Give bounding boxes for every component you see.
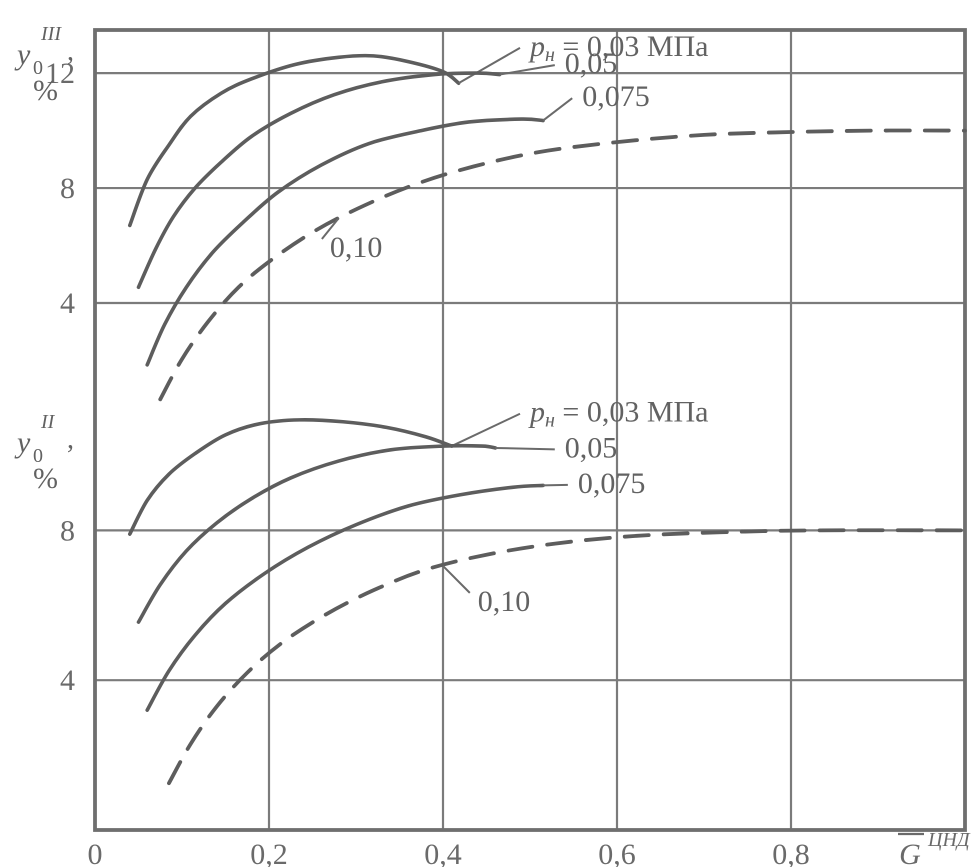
x-tick-label: 0: [88, 838, 103, 867]
y-axis-title-sup: III: [40, 23, 62, 45]
y-tick-label: 8: [60, 514, 75, 547]
y-axis-title-unit: %: [33, 462, 58, 495]
series-label: 0,075: [578, 467, 646, 500]
x-axis-title: G: [899, 838, 921, 867]
chart-svg: 00,20,40,60,8GЦНД4812y0III,%48y0II,%pн =…: [0, 0, 979, 867]
chart-container: 00,20,40,60,8GЦНД4812y0III,%48y0II,%pн =…: [0, 0, 979, 867]
series-label-full: pн = 0,03 МПа: [528, 30, 709, 66]
y-axis-title-main: y: [14, 426, 31, 459]
series-label-full: pн = 0,03 МПа: [528, 396, 709, 432]
series-label: 0,05: [565, 47, 618, 80]
x-tick-label: 0,4: [424, 838, 462, 867]
series-label: 0,05: [565, 431, 618, 464]
y-tick-label: 8: [60, 172, 75, 205]
y-axis-title-comma: ,: [67, 36, 74, 67]
y-tick-label: 4: [60, 287, 75, 320]
x-tick-label: 0,6: [598, 838, 636, 867]
x-tick-label: 0,2: [250, 838, 288, 867]
y-axis-title-unit: %: [33, 74, 58, 107]
x-axis-title-sub: ЦНД: [927, 829, 971, 851]
y-axis-title-comma: ,: [67, 424, 74, 455]
series-label: 0,075: [582, 80, 650, 113]
series-label: 0,10: [330, 231, 383, 264]
series-leader: [495, 448, 555, 449]
y-axis-title-main: y: [14, 38, 31, 71]
y-axis-title-sup: II: [40, 411, 56, 433]
y-tick-label: 4: [60, 664, 75, 697]
series-label: 0,10: [478, 585, 531, 618]
x-tick-label: 0,8: [772, 838, 810, 867]
series-leader: [543, 485, 568, 486]
